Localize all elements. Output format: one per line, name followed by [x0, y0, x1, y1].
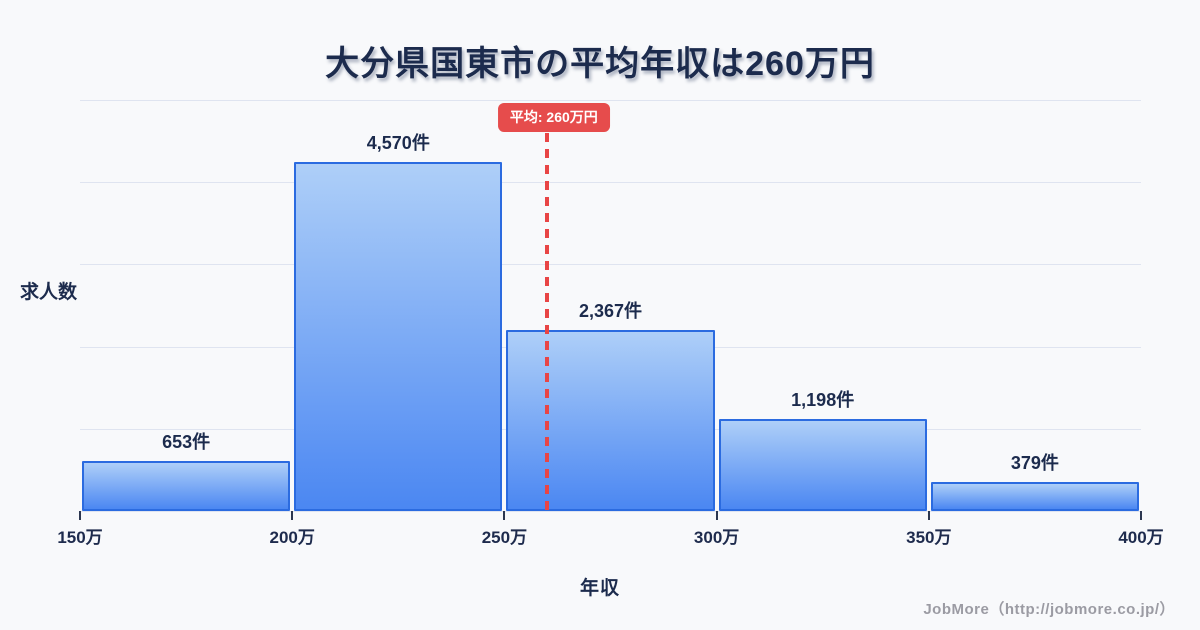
- gridline: [80, 182, 1141, 184]
- x-tick-label: 150万: [57, 528, 103, 547]
- gridline: [80, 511, 1141, 512]
- bar-200万-250万: [294, 161, 503, 511]
- x-tick-label: 400万: [1118, 528, 1164, 547]
- x-tick-label: 200万: [269, 528, 315, 547]
- bar-value-label: 1,198件: [791, 390, 855, 411]
- bar-150万-200万: [82, 461, 291, 511]
- x-tick-mark: [1140, 511, 1142, 520]
- average-badge: 平均: 260万円: [497, 103, 610, 132]
- x-tick-label: 300万: [693, 528, 740, 547]
- footer-credit: JobMore（http://jobmore.co.jp/）: [923, 601, 1175, 618]
- x-tick-mark: [927, 511, 930, 520]
- x-tick-label: 350万: [906, 528, 952, 547]
- x-tick-mark: [291, 511, 294, 520]
- bar-value-label: 2,367件: [578, 301, 643, 322]
- bar-250万-300万: [506, 330, 715, 511]
- x-tick-mark: [79, 511, 81, 520]
- bar-350万-400万: [930, 482, 1139, 511]
- bar-value-label: 4,570件: [366, 132, 430, 153]
- x-tick-label: 250万: [481, 528, 528, 547]
- chart-title: 大分県国東市の平均年収は260万円: [325, 45, 875, 83]
- bar-value-label: 379件: [1010, 453, 1059, 474]
- gridline: [80, 264, 1141, 266]
- x-axis-title: 年収: [579, 578, 620, 599]
- x-tick-mark: [715, 511, 718, 520]
- x-tick-mark: [503, 511, 506, 520]
- bar-300万-350万: [718, 419, 927, 511]
- bar-value-label: 653件: [162, 432, 211, 453]
- gridline: [80, 100, 1141, 101]
- plot-area: 653件 4,570件 2,367件 1,198件 379件 150万 200万 250万 30…: [57, 100, 1164, 547]
- average-line: [544, 133, 549, 511]
- y-axis-title: 求人数: [20, 282, 78, 303]
